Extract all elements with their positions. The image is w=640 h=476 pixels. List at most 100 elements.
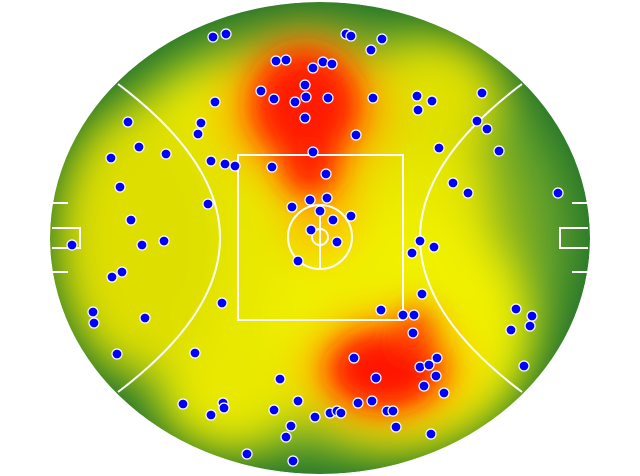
point <box>205 409 217 421</box>
point <box>116 266 128 278</box>
point <box>255 85 267 97</box>
point <box>114 181 126 193</box>
point <box>433 142 445 154</box>
point <box>493 145 505 157</box>
point <box>136 239 148 251</box>
point <box>366 395 378 407</box>
point <box>229 160 241 172</box>
point <box>416 288 428 300</box>
point <box>327 214 339 226</box>
point <box>125 214 137 226</box>
point <box>139 312 151 324</box>
point <box>287 455 299 467</box>
point <box>286 201 298 213</box>
point <box>314 205 326 217</box>
point <box>375 304 387 316</box>
point <box>192 128 204 140</box>
point <box>66 239 78 251</box>
point <box>299 112 311 124</box>
point <box>321 192 333 204</box>
point <box>320 168 332 180</box>
point <box>207 31 219 43</box>
point <box>292 395 304 407</box>
point <box>299 79 311 91</box>
point <box>390 421 402 433</box>
points <box>66 28 564 467</box>
point <box>430 370 442 382</box>
point <box>447 177 459 189</box>
point <box>122 116 134 128</box>
point <box>216 297 228 309</box>
point <box>408 309 420 321</box>
point <box>307 62 319 74</box>
point <box>365 44 377 56</box>
point <box>411 90 423 102</box>
heatmap <box>50 2 590 474</box>
point <box>348 352 360 364</box>
point <box>88 317 100 329</box>
point <box>106 271 118 283</box>
point <box>505 324 517 336</box>
point <box>423 359 435 371</box>
point <box>524 320 536 332</box>
point <box>205 155 217 167</box>
point <box>414 235 426 247</box>
point <box>268 404 280 416</box>
point <box>105 152 117 164</box>
point <box>160 148 172 160</box>
point <box>133 141 145 153</box>
point <box>111 348 123 360</box>
point <box>438 387 450 399</box>
point <box>285 420 297 432</box>
point <box>177 398 189 410</box>
point <box>219 158 231 170</box>
point <box>209 96 221 108</box>
point <box>376 33 388 45</box>
point <box>418 380 430 392</box>
point <box>367 92 379 104</box>
point <box>218 402 230 414</box>
point <box>426 95 438 107</box>
point <box>552 187 564 199</box>
point <box>387 405 399 417</box>
point <box>158 235 170 247</box>
point <box>270 55 282 67</box>
point <box>195 117 207 129</box>
point <box>266 161 278 173</box>
point <box>518 360 530 372</box>
point <box>322 92 334 104</box>
field-lines <box>52 83 588 393</box>
point <box>407 327 419 339</box>
point <box>476 87 488 99</box>
point <box>307 146 319 158</box>
point <box>397 309 409 321</box>
point <box>352 397 364 409</box>
point <box>87 306 99 318</box>
point <box>350 129 362 141</box>
point <box>331 236 343 248</box>
point <box>345 30 357 42</box>
point <box>510 303 522 315</box>
point <box>425 428 437 440</box>
point <box>431 352 443 364</box>
point <box>309 411 321 423</box>
point <box>268 93 280 105</box>
point <box>462 187 474 199</box>
point <box>289 96 301 108</box>
point <box>317 56 329 68</box>
point <box>335 407 347 419</box>
point <box>202 198 214 210</box>
point <box>220 28 232 40</box>
point <box>300 91 312 103</box>
point <box>471 115 483 127</box>
point <box>304 194 316 206</box>
point <box>326 58 338 70</box>
point <box>526 310 538 322</box>
point <box>189 347 201 359</box>
point <box>412 104 424 116</box>
point <box>406 247 418 259</box>
point <box>280 54 292 66</box>
point <box>241 448 253 460</box>
